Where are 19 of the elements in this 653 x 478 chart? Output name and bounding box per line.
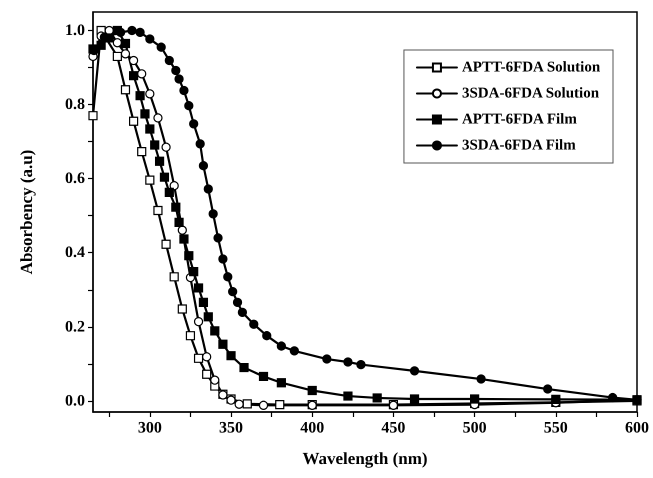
y-tick-label: 0.4: [65, 244, 85, 262]
legend-label: APTT-6FDA Film: [462, 112, 578, 128]
y-tick-label: 0.8: [65, 96, 85, 114]
x-tick-label: 300: [138, 420, 162, 436]
x-tick-label: 600: [625, 420, 649, 436]
x-axis-title: Wavelength (nm): [302, 449, 428, 468]
legend-label: 3SDA-6FDA Solution: [462, 86, 600, 102]
x-tick-label: 550: [544, 420, 568, 436]
y-axis-title: Absorbency (a.u): [17, 150, 36, 274]
y-tick-label: 0.6: [65, 170, 85, 188]
y-tick-label: 0.2: [65, 318, 85, 336]
x-tick-label: 350: [219, 420, 244, 436]
x-tick-label: 500: [462, 420, 487, 436]
y-tick-label: 1.0: [65, 22, 85, 40]
legend-label: 3SDA-6FDA Film: [462, 138, 576, 154]
legend-label: APTT-6FDA Solution: [462, 60, 601, 76]
x-tick-label: 400: [300, 420, 324, 436]
y-tick-label: 0.0: [65, 392, 85, 410]
x-tick-label: 450: [381, 420, 406, 436]
